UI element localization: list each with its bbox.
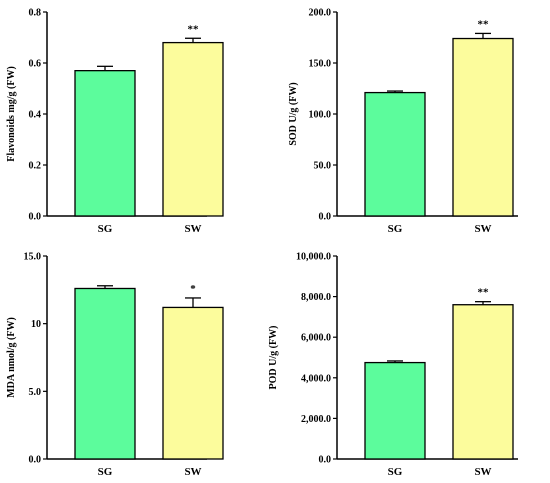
x-category-label: SG: [98, 466, 113, 478]
significance-marker: **: [188, 23, 200, 35]
x-category-label: SG: [388, 223, 403, 235]
y-tick-label: 0.0: [319, 212, 332, 223]
y-tick-label: 50.0: [314, 161, 332, 172]
y-tick-label: 5.0: [29, 387, 42, 398]
y-tick-label: 0.4: [29, 110, 42, 121]
significance-marker: **: [478, 287, 490, 299]
bar-sw: [452, 304, 514, 460]
bar-sw: [162, 41, 224, 217]
y-tick-label: 0.0: [29, 455, 42, 466]
y-tick-label: 150.0: [309, 59, 332, 70]
y-tick-label: 6,000.0: [301, 333, 331, 344]
bar-sg: [74, 287, 136, 460]
bar-sg: [364, 91, 426, 217]
y-tick-label: 100.0: [309, 110, 332, 121]
x-category-label: SW: [474, 466, 491, 478]
y-tick-label: 0.0: [319, 455, 332, 466]
y-tick-label: 10: [31, 319, 41, 330]
chart-panel-3: 0.0 5.0 10 15.0 MDA nmol/g (FW) SG * SW: [6, 252, 224, 478]
y-tick-label: 0.6: [29, 59, 42, 70]
bar-sg: [364, 361, 426, 460]
y-tick-label: 0.2: [29, 161, 42, 172]
chart-panel-1: 0.0 0.2 0.4 0.6 0.8 Flavonoids mg/g (FW) SG ** S…: [6, 8, 224, 235]
chart-panel-4: 0.0 2,000.0 4,000.0 6,000.0 8,000.0 10,000.0 P…: [268, 252, 518, 478]
significance-marker: *: [190, 283, 196, 295]
y-tick-label: 10,000.0: [296, 252, 331, 263]
y-tick-label: 8,000.0: [301, 292, 331, 303]
y-axis-label: Flavonoids mg/g (FW): [6, 66, 17, 162]
y-tick-label: 0.0: [29, 212, 42, 223]
bar-sw: [162, 306, 224, 460]
x-category-label: SW: [184, 223, 201, 235]
significance-marker: **: [478, 18, 490, 30]
y-tick-label: 15.0: [24, 252, 42, 263]
y-tick-label: 0.8: [29, 8, 42, 19]
y-axis-label: SOD U/g (FW): [288, 82, 299, 145]
y-axis-label: POD U/g (FW): [268, 326, 279, 390]
bar-sw: [452, 37, 514, 217]
x-category-label: SG: [98, 223, 113, 235]
y-axis-label: MDA nmol/g (FW): [6, 317, 17, 398]
x-category-label: SG: [388, 466, 403, 478]
chart-panel-2: 0.0 50.0 100.0 150.0 200.0 SOD U/g (FW) SG ** SW: [288, 8, 518, 235]
y-tick-label: 200.0: [309, 8, 332, 19]
x-category-label: SW: [474, 223, 491, 235]
x-category-label: SW: [184, 466, 201, 478]
y-tick-label: 2,000.0: [301, 414, 331, 425]
bar-sg: [74, 70, 136, 217]
y-tick-label: 4,000.0: [301, 373, 331, 384]
